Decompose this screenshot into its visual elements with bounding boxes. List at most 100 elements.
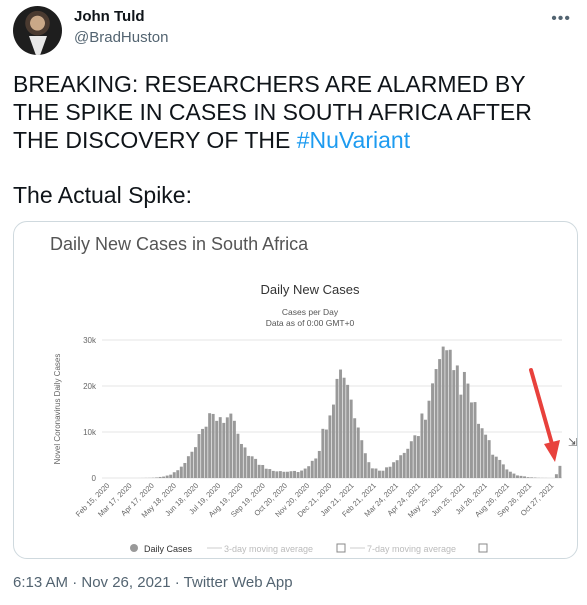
- hashtag-link[interactable]: #NuVariant: [296, 127, 411, 153]
- timestamp-text: 6:13 AM · Nov 26, 2021: [13, 574, 171, 591]
- daily-case-bar: [332, 404, 335, 478]
- daily-case-bar: [229, 413, 233, 478]
- daily-case-bar: [519, 475, 523, 478]
- cursor-icon: ⇲: [568, 437, 577, 449]
- daily-case-bar: [406, 448, 410, 478]
- daily-case-bar: [448, 349, 452, 478]
- daily-case-bar: [190, 451, 194, 478]
- author-handle[interactable]: @BradHuston: [74, 29, 169, 46]
- daily-case-bar: [501, 464, 505, 478]
- legend-7day: 7-day moving average: [367, 544, 456, 554]
- daily-case-bar: [158, 476, 162, 478]
- daily-case-bar: [416, 436, 420, 478]
- daily-case-bar: [179, 466, 183, 478]
- daily-case-bar: [289, 471, 293, 478]
- y-tick-label: 30k: [83, 336, 97, 345]
- daily-case-bar: [268, 469, 272, 478]
- daily-case-bar: [247, 455, 251, 478]
- daily-case-bar: [363, 453, 367, 478]
- annotation-arrowhead: [544, 440, 560, 462]
- legend-daily-cases: Daily Cases: [144, 544, 193, 554]
- daily-case-bar: [172, 472, 176, 478]
- tweet-source[interactable]: Twitter Web App: [183, 574, 293, 591]
- daily-case-bar: [240, 443, 243, 478]
- tweet-text: BREAKING: RESEARCHERS ARE ALARMED BY THE…: [13, 70, 573, 154]
- daily-case-bar: [342, 377, 346, 478]
- daily-case-bar: [328, 415, 332, 478]
- daily-case-bar: [349, 399, 353, 478]
- daily-case-bar: [165, 475, 169, 478]
- legend-daily-marker: [130, 544, 138, 552]
- daily-case-bar: [360, 440, 364, 478]
- daily-case-bar: [378, 470, 381, 478]
- daily-case-bar: [183, 462, 187, 478]
- daily-case-bar: [526, 477, 530, 478]
- daily-case-bar: [516, 475, 519, 478]
- author-avatar[interactable]: [13, 6, 62, 55]
- daily-case-bar: [307, 466, 311, 478]
- daily-case-bar: [293, 470, 297, 478]
- daily-case-bar: [413, 435, 417, 478]
- tweet-main-text: BREAKING: RESEARCHERS ARE ALARMED BY THE…: [13, 71, 532, 153]
- daily-case-bar: [388, 466, 392, 478]
- daily-case-bar: [370, 468, 374, 478]
- daily-case-bar: [243, 447, 247, 478]
- daily-case-bar: [261, 464, 265, 478]
- daily-case-bar: [201, 428, 205, 478]
- chart-subtitle: Cases per Day: [282, 307, 339, 317]
- daily-case-bar: [395, 460, 399, 478]
- daily-case-bar: [402, 452, 406, 478]
- y-tick-label: 20k: [83, 382, 97, 391]
- daily-case-bar: [487, 440, 491, 478]
- y-tick-label: 0: [92, 474, 97, 483]
- daily-case-bar: [215, 420, 219, 478]
- daily-case-bar: [385, 467, 389, 478]
- daily-case-bar: [218, 417, 222, 478]
- daily-case-bar: [275, 471, 279, 478]
- daily-case-bar: [452, 370, 456, 478]
- author-name[interactable]: John Tuld: [74, 8, 145, 25]
- daily-case-bar: [208, 413, 212, 478]
- daily-case-bar: [530, 477, 534, 478]
- daily-case-bar: [392, 462, 396, 478]
- daily-case-bar: [310, 460, 314, 478]
- daily-case-bar: [162, 476, 166, 478]
- daily-case-bar: [374, 468, 378, 478]
- daily-case-bar: [470, 402, 473, 478]
- daily-case-bar: [303, 468, 307, 478]
- daily-case-bar: [424, 419, 427, 478]
- daily-case-bar: [346, 384, 350, 478]
- daily-case-bar: [445, 350, 449, 478]
- daily-case-bar: [512, 473, 516, 478]
- tweet-media[interactable]: Daily New Cases in South Africa Daily Ne…: [13, 221, 578, 559]
- daily-case-bar: [225, 417, 229, 478]
- daily-case-bar: [169, 474, 173, 478]
- daily-case-bar: [477, 423, 481, 478]
- daily-case-bar: [480, 428, 484, 478]
- daily-case-bar: [317, 450, 321, 478]
- legend-3day-checkbox: [336, 543, 346, 553]
- daily-case-bar: [321, 428, 325, 478]
- daily-case-bar: [466, 383, 470, 478]
- daily-case-bar: [558, 465, 562, 478]
- daily-case-bar: [409, 441, 413, 478]
- daily-case-bar: [211, 413, 215, 478]
- daily-case-bar: [296, 472, 300, 478]
- annotation-arrow-shaft: [529, 368, 554, 446]
- daily-case-bar: [236, 433, 240, 478]
- chart-title: Daily New Cases: [261, 282, 360, 297]
- y-axis-label: Novel Coronavirus Daily Cases: [53, 354, 62, 465]
- daily-case-bar: [356, 427, 360, 478]
- daily-case-bar: [459, 394, 463, 478]
- daily-case-bar: [427, 400, 431, 478]
- more-options-icon[interactable]: •••: [551, 10, 571, 27]
- media-title: Daily New Cases in South Africa: [50, 234, 309, 254]
- daily-case-bar: [498, 459, 502, 478]
- daily-case-bar: [491, 454, 495, 478]
- daily-case-bar: [271, 470, 275, 478]
- daily-case-bar: [484, 434, 488, 478]
- daily-case-bar: [264, 468, 268, 478]
- daily-case-bar: [155, 477, 159, 478]
- daily-case-bar: [554, 474, 558, 478]
